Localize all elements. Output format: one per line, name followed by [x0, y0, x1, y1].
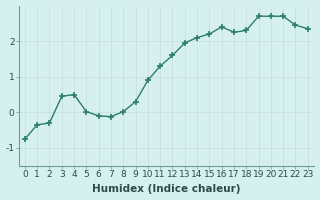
X-axis label: Humidex (Indice chaleur): Humidex (Indice chaleur) [92, 184, 241, 194]
